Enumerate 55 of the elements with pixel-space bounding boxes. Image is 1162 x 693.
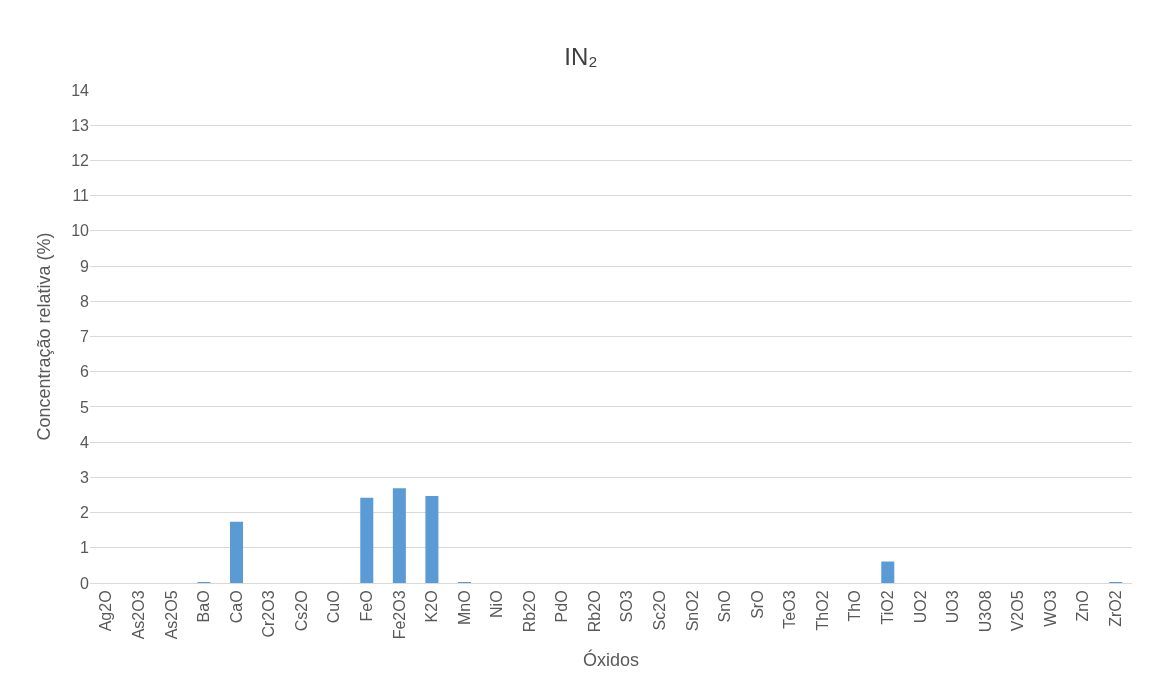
x-tick-label: As2O5 <box>162 590 180 640</box>
y-tick-label: 0 <box>80 574 90 592</box>
bar <box>392 488 406 583</box>
bar <box>425 496 439 583</box>
x-tick-label: Cs2O <box>292 590 310 632</box>
y-tick-label: 7 <box>80 328 90 346</box>
bar <box>360 497 374 583</box>
x-tick-label: UO2 <box>911 590 929 624</box>
y-axis-title: Concentração relativa (%) <box>34 232 55 441</box>
y-tick-label: 13 <box>71 116 90 134</box>
x-tick-label: CuO <box>325 590 343 624</box>
x-tick-label: PdO <box>553 590 571 623</box>
x-tick-label: CaO <box>227 590 245 624</box>
x-tick-label: Sc2O <box>651 590 669 631</box>
x-tick-label: TiO2 <box>878 590 896 625</box>
x-tick-label: ThO2 <box>813 590 831 631</box>
x-tick-label: ZnO <box>1074 590 1092 622</box>
y-tick-label: 11 <box>72 187 90 205</box>
x-tick-label: BaO <box>195 590 213 623</box>
x-tick-label: Rb2O <box>520 590 538 633</box>
chart-title: IN₂ <box>564 43 598 71</box>
y-tick-label: 2 <box>80 504 90 522</box>
y-tick-label: 9 <box>80 257 90 275</box>
x-tick-label: SnO <box>716 590 734 623</box>
x-tick-label: ZrO2 <box>1106 590 1124 627</box>
x-tick-label: ThO <box>846 590 864 622</box>
x-tick-label: K2O <box>423 590 441 623</box>
x-axis-title: Óxidos <box>582 649 640 671</box>
x-tick-label: UO3 <box>944 590 962 624</box>
y-tick-label: 14 <box>71 81 90 99</box>
x-tick-label: As2O3 <box>130 590 148 640</box>
x-tick-label: FeO <box>357 590 375 622</box>
y-tick-label: 5 <box>80 398 90 416</box>
x-tick-label: SO3 <box>618 590 636 623</box>
x-tick-label: TeO3 <box>781 590 799 629</box>
y-tick-label: 8 <box>80 292 90 310</box>
x-tick-label: Ag2O <box>97 590 115 632</box>
x-tick-label: Cr2O3 <box>260 590 278 638</box>
x-tick-label: Rb2O <box>585 590 603 633</box>
y-tick-label: 1 <box>80 539 90 557</box>
x-tick-label: U3O8 <box>976 590 994 633</box>
y-tick-label: 3 <box>80 468 90 486</box>
bar <box>230 521 244 583</box>
x-tick-label: Fe2O3 <box>390 590 408 640</box>
y-tick-label: 6 <box>80 363 90 381</box>
x-tick-label: NiO <box>488 590 506 618</box>
x-tick-label: SnO2 <box>683 590 701 632</box>
x-tick-label: MnO <box>455 590 473 626</box>
x-tick-label: WO3 <box>1041 590 1059 627</box>
y-tick-label: 10 <box>71 222 90 240</box>
y-tick-label: 12 <box>71 152 90 170</box>
bar <box>881 561 895 583</box>
x-tick-label: V2O5 <box>1009 590 1027 632</box>
x-tick-label: SrO <box>748 590 766 619</box>
y-tick-label: 4 <box>80 433 90 451</box>
